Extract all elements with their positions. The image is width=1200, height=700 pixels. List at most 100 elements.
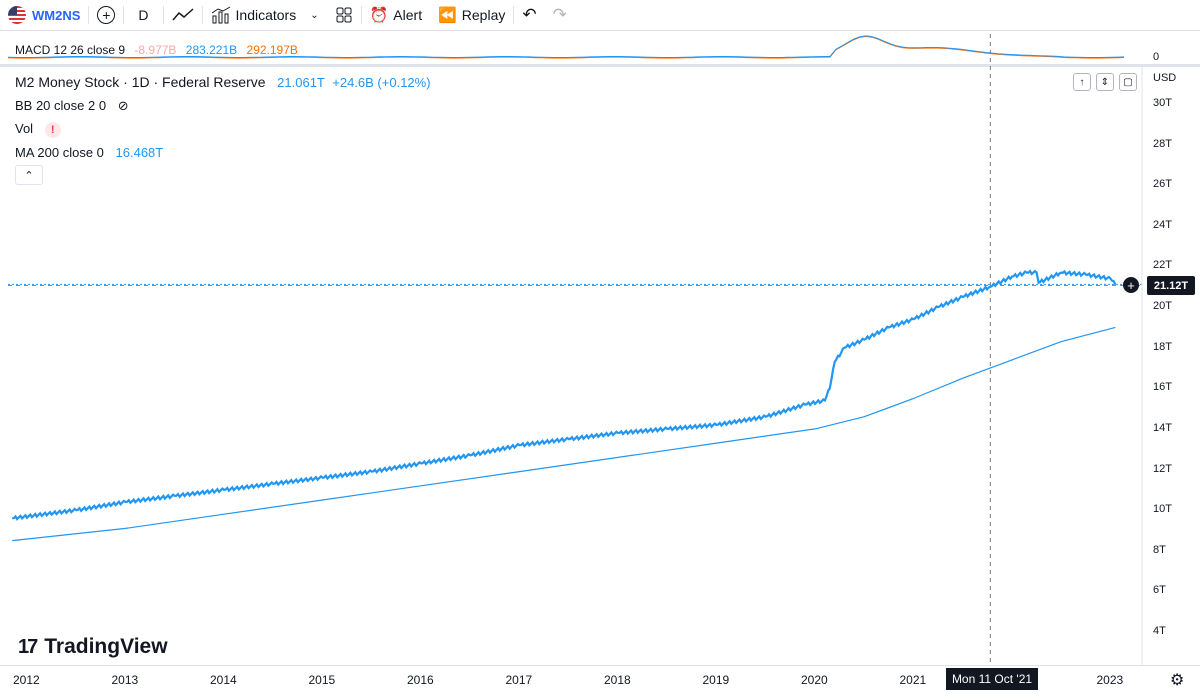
toolbar-divider [88, 6, 90, 24]
macd-legend: MACD 12 26 close 9 -8.977B 283.221B 292.… [15, 43, 298, 57]
us-flag-icon [8, 6, 26, 24]
gear-icon[interactable]: ⚙ [1170, 672, 1185, 689]
maximize-pane-button[interactable]: ▢ [1119, 73, 1137, 91]
symbol-label: WM2NS [32, 7, 81, 23]
vol-label: Vol [15, 121, 34, 136]
collapse-icon: ⇕ [1100, 76, 1110, 88]
price-tick-label: 4T [1153, 625, 1166, 637]
time-tick-label: 2020 [801, 673, 828, 687]
tradingview-mark-icon: 17 [18, 635, 38, 658]
add-order-icon[interactable]: + [1123, 277, 1139, 293]
bb-label: BB 20 close 2 0 [15, 98, 107, 113]
macd-series-line [7, 35, 1125, 58]
price-tick-label: 16T [1153, 381, 1172, 394]
price-tick-label: 6T [1153, 584, 1166, 597]
macd-label: MACD 12 26 close 9 [15, 43, 126, 57]
replay-label: Replay [461, 7, 506, 23]
price-tick-label: 14T [1153, 421, 1172, 434]
indicators-button[interactable]: Indicators ⌄ [203, 0, 327, 30]
series-change: +24.6B (+0.12%) [332, 75, 431, 90]
toolbar-divider [360, 6, 362, 24]
price-tick-label: 30T [1153, 97, 1172, 109]
move-pane-up-button[interactable]: ↑ [1073, 73, 1091, 91]
ma-value: 16.468T [115, 145, 164, 160]
alert-button[interactable]: ⏰ Alert [362, 0, 430, 30]
warning-icon[interactable]: ! [44, 121, 61, 138]
undo-button[interactable]: ↶ [514, 0, 544, 30]
time-tick-label: 2014 [210, 673, 237, 687]
indicators-icon [211, 6, 230, 24]
macd-line-value: 283.221B [185, 43, 238, 57]
rewind-icon: ⏪ [438, 7, 457, 24]
currency-label[interactable]: USD [1153, 72, 1177, 84]
arrow-up-icon: ↑ [1079, 76, 1085, 88]
layout-button[interactable] [327, 0, 361, 30]
tradingview-logo[interactable]: 17 TradingView [18, 635, 168, 659]
time-tick-label: 2018 [604, 673, 631, 687]
last-price-tag: 21.12T [1147, 276, 1195, 295]
redo-button[interactable]: ↷ [545, 0, 575, 30]
bb-legend[interactable]: BB 20 close 2 0 ⊘ [15, 98, 129, 114]
price-tick-label: 20T [1153, 300, 1172, 313]
symbol-search[interactable]: WM2NS [0, 0, 88, 30]
interval-button[interactable]: D [124, 0, 162, 30]
time-tick-label: 2021 [899, 673, 927, 687]
time-tick-label: 2023 [1096, 673, 1124, 687]
collapse-pane-button[interactable]: ⇕ [1096, 73, 1114, 91]
chevron-up-icon: ⌃ [24, 169, 34, 182]
m2-series-line [12, 269, 1117, 521]
alert-label: Alert [393, 7, 423, 23]
time-tick-label: 2016 [407, 673, 434, 687]
undo-icon: ↶ [522, 5, 537, 24]
line-chart-icon [171, 8, 194, 21]
replay-button[interactable]: ⏪ Replay [430, 0, 513, 30]
macd-zero-label: 0 [1153, 51, 1160, 63]
time-tick-label: 2019 [702, 673, 730, 687]
series-legend: M2 Money Stock · 1D · Federal Reserve 21… [15, 74, 431, 90]
toolbar-divider [162, 6, 164, 24]
price-tick-label: 18T [1153, 340, 1172, 353]
alarm-clock-icon: ⏰ [369, 7, 389, 24]
time-tick-label: 2013 [111, 673, 139, 687]
macd-series-line [7, 35, 1125, 59]
series-title: M2 Money Stock · 1D · Federal Reserve [15, 74, 266, 90]
add-symbol-icon: + [97, 6, 116, 24]
redo-icon: ↷ [552, 5, 567, 24]
layout-grid-icon [336, 7, 352, 23]
price-tick-label: 22T [1153, 259, 1172, 272]
collapse-legend-button[interactable]: ⌃ [15, 165, 43, 185]
indicators-label: Indicators [235, 7, 297, 23]
price-tick-label: 24T [1153, 218, 1172, 231]
chevron-down-icon: ⌄ [310, 9, 319, 21]
brand-name: TradingView [44, 635, 168, 658]
crosshair-date-label: Mon 11 Oct '21 [946, 668, 1038, 690]
compare-button[interactable]: + [89, 0, 123, 30]
top-toolbar: WM2NS + D Indicators ⌄ ⏰ Alert [0, 0, 1200, 31]
price-tick-label: 12T [1153, 462, 1172, 475]
toolbar-divider [123, 6, 125, 24]
time-axis[interactable] [0, 665, 1200, 700]
time-tick-label: 2012 [13, 673, 40, 687]
series-value: 21.061T [277, 75, 325, 90]
eye-hidden-icon[interactable]: ⊘ [117, 98, 129, 113]
ma-legend[interactable]: MA 200 close 0 16.468T [15, 145, 163, 160]
chart-type-button[interactable] [164, 0, 202, 30]
price-tick-label: 26T [1153, 178, 1172, 191]
interval-label: D [138, 7, 149, 23]
ma-200-line [12, 326, 1116, 542]
price-tick-label: 8T [1153, 543, 1166, 556]
maximize-icon: ▢ [1123, 76, 1133, 88]
macd-histogram-value: -8.977B [134, 43, 177, 57]
toolbar-divider [201, 6, 203, 24]
vol-legend[interactable]: Vol ! [15, 121, 61, 138]
macd-lines [7, 35, 1125, 59]
time-tick-label: 2017 [505, 673, 533, 687]
price-tick-label: 28T [1153, 137, 1172, 150]
toolbar-divider [513, 6, 515, 24]
time-tick-label: 2015 [308, 673, 336, 687]
macd-pane[interactable]: MACD 12 26 close 9 -8.977B 283.221B 292.… [0, 34, 1200, 67]
ma-label: MA 200 close 0 [15, 145, 104, 160]
price-tick-label: 10T [1153, 503, 1172, 516]
macd-signal-value: 292.197B [246, 43, 298, 57]
